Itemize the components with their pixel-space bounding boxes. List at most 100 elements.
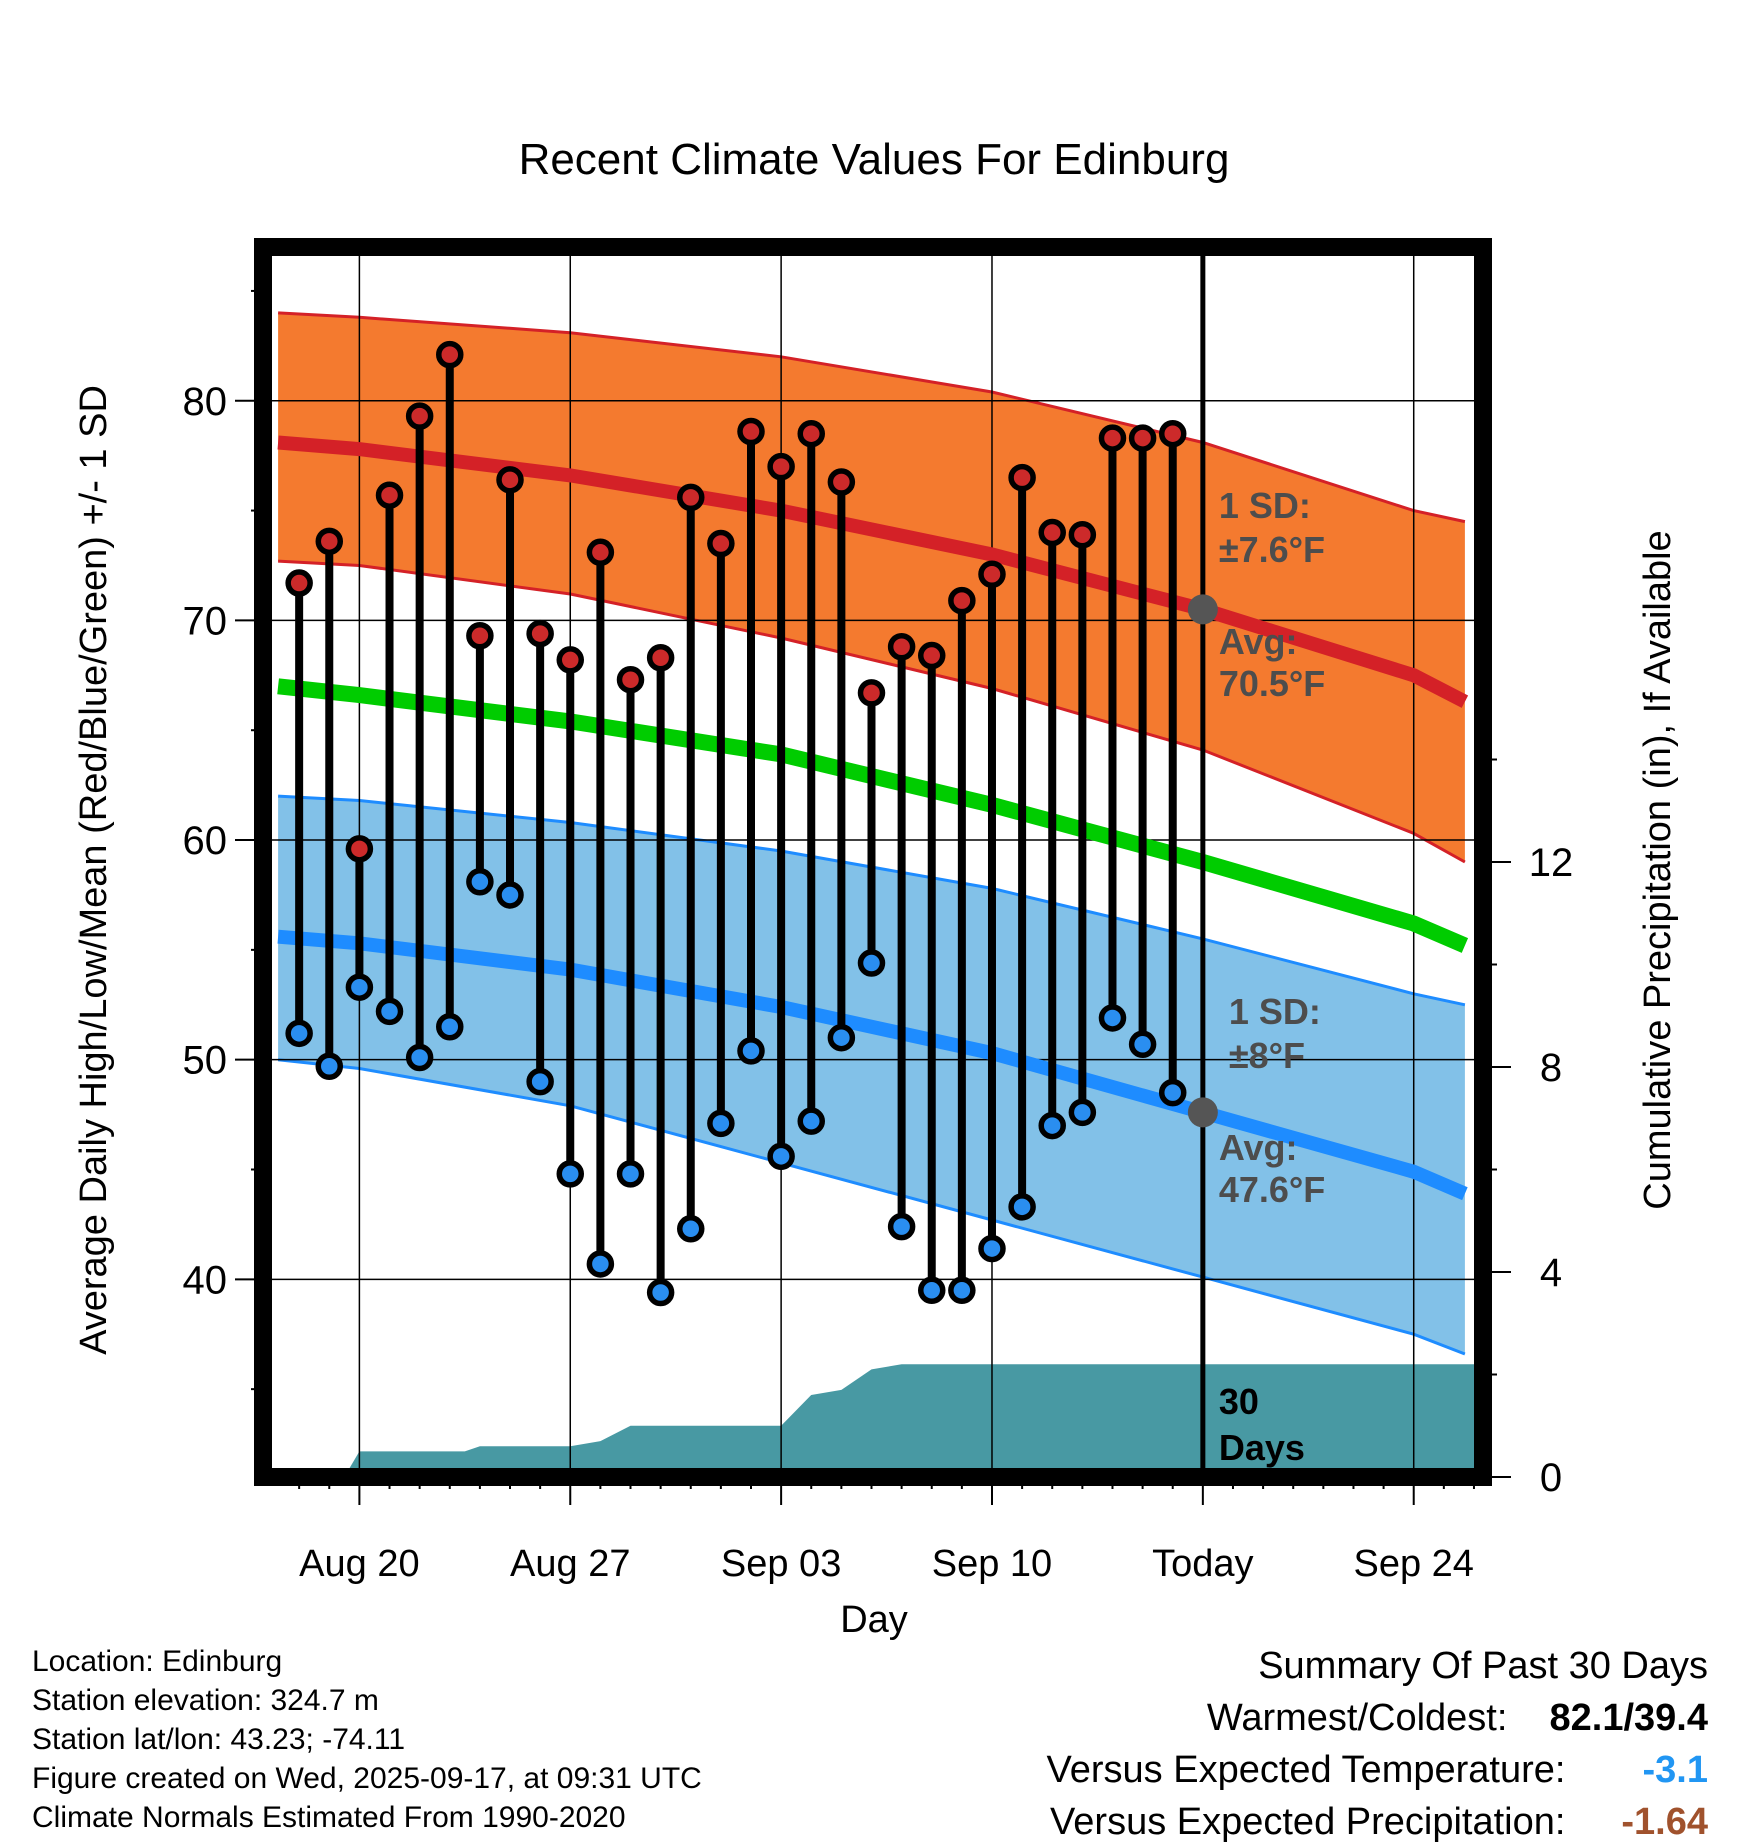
high-normal-line [277,435,1469,708]
y-tick-label: 50 [183,1039,228,1083]
elevation-text: Station elevation: 324.7 m [32,1684,379,1717]
x-tick-label: Sep 10 [932,1543,1052,1585]
daily-low-point [677,1215,705,1243]
warm-cold-row: Warmest/Coldest: 82.1/39.4 [1047,1692,1708,1744]
daily-high-point [1128,424,1157,452]
daily-low-point [917,1276,946,1305]
location-text: Location: Edinburg [32,1645,283,1678]
daily-low-point [1128,1030,1157,1059]
daily-low-point [737,1037,765,1065]
temp-row: Versus Expected Temperature: -3.1 [1047,1744,1708,1796]
low-avg-value: 47.6°F [1219,1169,1325,1210]
chart-title: Recent Climate Values For Edinburg [519,135,1230,184]
daily-low-point [1008,1193,1036,1221]
daily-low-point [405,1043,434,1072]
daily-high-point [948,586,976,615]
daily-low-point [646,1278,675,1307]
low-sd-lower-edge [277,1058,1466,1356]
daily-low-point [827,1023,856,1052]
daily-low-point [345,973,374,1001]
high-sd-title: 1 SD: [1219,485,1311,526]
daily-high-point [315,527,344,556]
daily-high-point [677,483,705,512]
daily-high-point [285,569,313,597]
low-sd-title: 1 SD: [1229,991,1321,1032]
daily-low-point [978,1234,1006,1263]
low-sd-upper-edge [278,794,1466,1007]
days-count-word: Days [1219,1427,1305,1468]
warm-cold-label: Warmest/Coldest: [1206,1697,1508,1739]
y2-tick-label: 0 [1540,1456,1562,1500]
daily-low-point [526,1067,554,1096]
daily-high-point [978,560,1006,589]
low-sd-value: ±8°F [1229,1035,1305,1076]
x-tick-label: Aug 27 [510,1543,630,1585]
summary-title: Summary Of Past 30 Days [1258,1645,1708,1687]
today-high-avg-dot [1187,594,1218,625]
daily-low-point [767,1142,795,1171]
daily-high-point [917,641,946,670]
mean-normal-line [277,678,1469,953]
daily-high-point [797,419,825,448]
daily-low-point [556,1160,585,1188]
daily-low-point [857,949,886,977]
daily-high-point [827,468,856,496]
x-axis-label: Day [840,1599,908,1640]
daily-high-point [1068,520,1097,549]
daily-low-point [1068,1098,1097,1127]
daily-low-point [436,1012,464,1041]
high-sd-band [278,312,1465,862]
y2-tick-label: 4 [1540,1251,1562,1295]
daily-high-point [646,643,675,672]
x-tick-label: Aug 20 [299,1543,419,1585]
daily-low-point [616,1160,645,1188]
daily-high-point [737,417,765,446]
station-info: Location: Edinburg Station elevation: 32… [32,1642,702,1837]
days-count-number: 30 [1219,1381,1259,1422]
temp-value: -3.1 [1642,1749,1708,1791]
y2-tick-label: 12 [1529,841,1574,885]
warm-cold-value: 82.1/39.4 [1549,1697,1708,1739]
daily-high-point [887,633,916,661]
low-normal-line [277,929,1468,1201]
x-tick-label: Sep 03 [721,1543,841,1585]
daily-low-point [496,881,524,909]
y-tick-label: 70 [183,599,228,643]
daily-high-point [405,402,434,430]
daily-low-point [797,1107,825,1135]
low-sd-band [278,796,1465,1354]
daily-high-point [1098,424,1127,452]
daily-low-point [1158,1078,1187,1107]
daily-low-point [707,1109,735,1138]
daily-low-point [315,1052,344,1081]
precip-label: Versus Expected Precipitation: [1050,1801,1566,1843]
axes: 40 50 60 70 80 0 4 8 12 Aug 20 Aug 27 Sep 03 Sep 10 T… [183,289,1574,1585]
daily-low-point [948,1276,976,1305]
daily-high-point [857,679,886,707]
daily-low-point [375,997,404,1026]
daily-high-point [707,529,735,558]
daily-high-point [466,622,494,650]
high-avg-value: 70.5°F [1219,663,1325,704]
daily-high-point [375,481,404,509]
high-sd-upper-edge [278,311,1466,524]
daily-high-point [1038,518,1066,547]
y-tick-label: 40 [183,1258,228,1302]
y-tick-label: 60 [183,819,228,863]
precip-area [263,1364,1483,1477]
daily-low-point [887,1212,916,1241]
temp-label: Versus Expected Temperature: [1046,1749,1566,1791]
high-sd-lower-edge [278,559,1466,864]
daily-low-point [1098,1004,1127,1032]
today-low-avg-dot [1187,1097,1218,1128]
daily-high-point [767,452,795,481]
high-avg-title: Avg: [1219,621,1298,662]
y2-tick-label: 8 [1540,1046,1562,1090]
daily-high-point [616,665,645,694]
daily-low-point [285,1019,313,1048]
daily-high-point [586,538,615,567]
daily-low-point [586,1250,615,1278]
latlon-text: Station lat/lon: 43.23; -74.11 [32,1723,406,1756]
